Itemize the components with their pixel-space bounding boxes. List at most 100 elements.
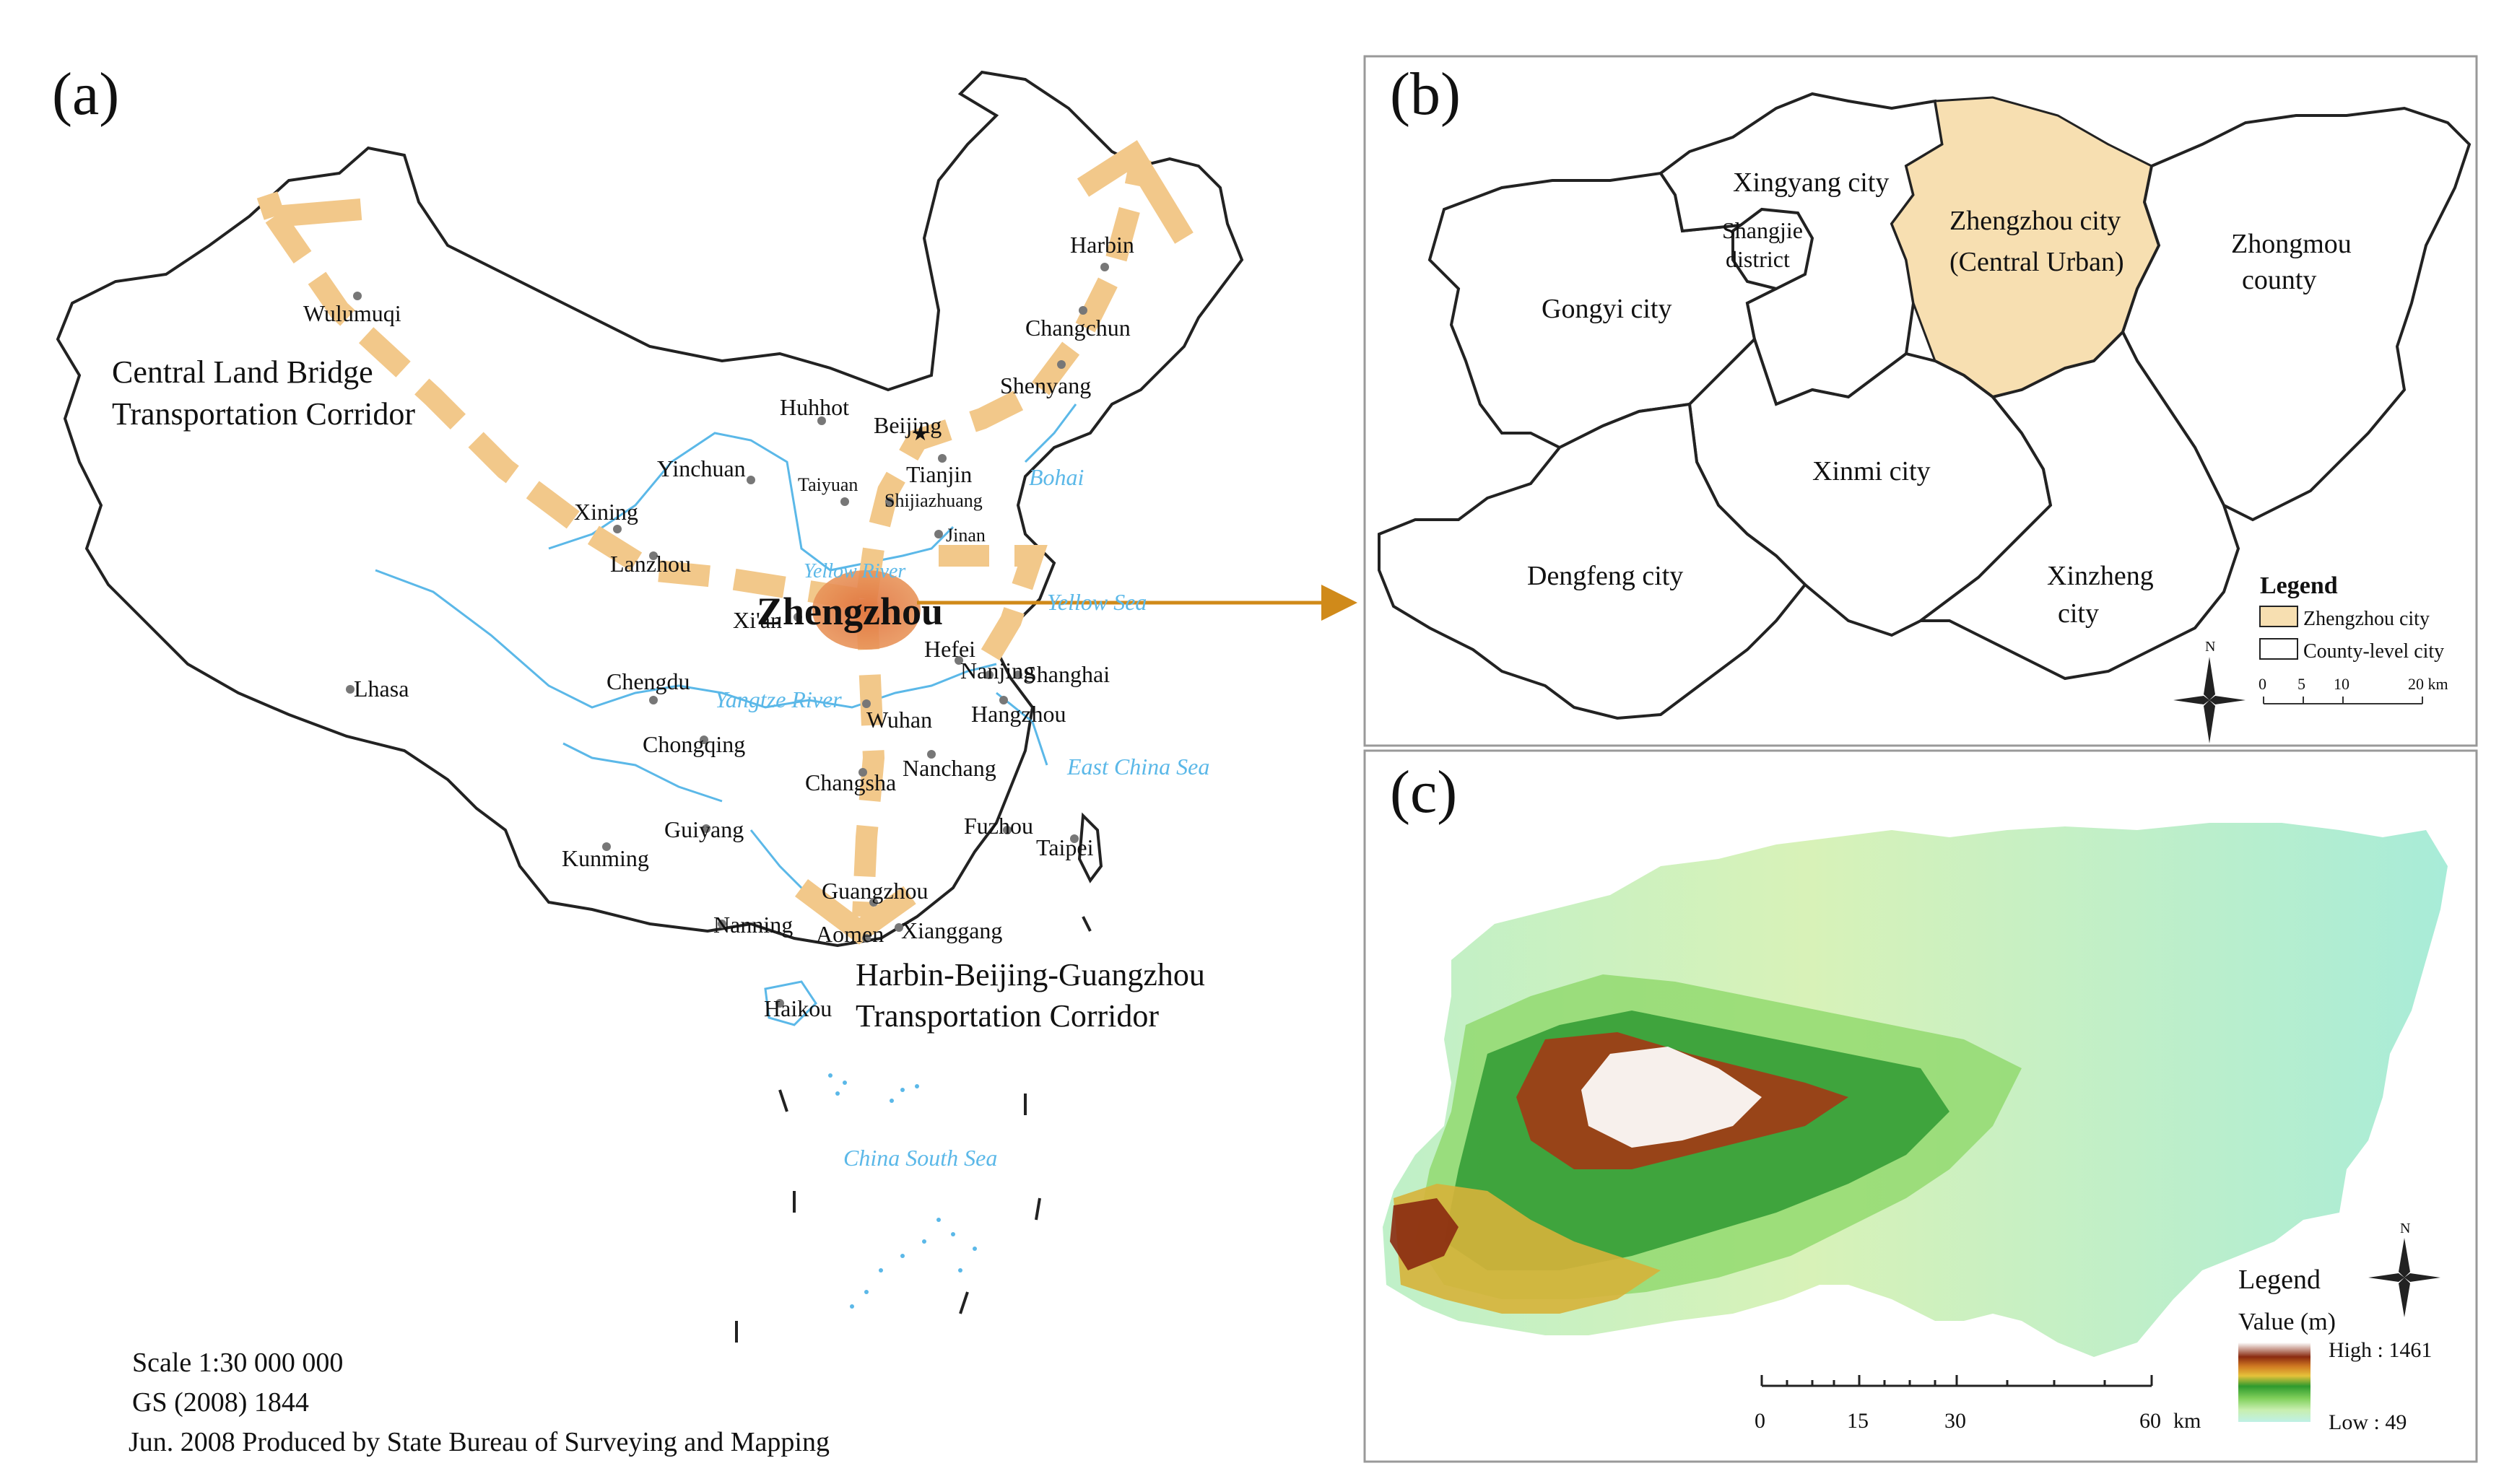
label-zhengzhou-2: (Central Urban)	[1949, 247, 2124, 277]
legend-b-item-zhengzhou: Zhengzhou city	[2303, 608, 2430, 630]
center-city-label: Zhengzhou	[757, 590, 943, 633]
panel-b-legend: Legend Zhengzhou city County-level city …	[2259, 572, 2448, 704]
legend-c-low: Low : 49	[2329, 1410, 2407, 1434]
city-label-jinan: Jinan	[946, 525, 986, 546]
central-land-bridge-corridor	[265, 210, 861, 610]
city-label-aomen: Aomen	[816, 921, 884, 947]
water-label-south-sea: China South Sea	[843, 1145, 997, 1171]
scale-b-5: 5	[2297, 675, 2305, 693]
hainan-outline	[764, 980, 817, 1026]
label-xinmi: Xinmi city	[1812, 456, 1931, 486]
city-label-tianjin: Tianjin	[906, 461, 972, 487]
city-label-wuhan: Wuhan	[866, 707, 932, 733]
corridor-ns-line1: Harbin-Beijing-Guangzhou	[856, 957, 1205, 992]
city-label-yinchuan: Yinchuan	[657, 455, 746, 481]
legend-b-item-county: County-level city	[2303, 640, 2444, 663]
legend-c-title: Legend	[2238, 1265, 2321, 1295]
south-sea-islands	[828, 1073, 977, 1309]
panel-a: (a)	[52, 61, 1357, 1457]
scale-c-30: 30	[1944, 1409, 1966, 1433]
scale-b-10: 10	[2334, 675, 2349, 693]
city-label-fuzhou: Fuzhou	[964, 813, 1033, 839]
city-label-changsha: Changsha	[805, 769, 896, 795]
water-label-yellow-sea: Yellow Sea	[1047, 589, 1147, 615]
label-xinzheng-1: Xinzheng	[2047, 561, 2154, 591]
city-label-taiyuan: Taiyuan	[798, 474, 858, 495]
water-label-bohai: Bohai	[1029, 464, 1084, 490]
legend-b-swatch-county	[2259, 638, 2298, 660]
yangtze-river	[375, 569, 997, 709]
region-dengfeng	[1378, 402, 1807, 720]
city-label-xining: Xining	[574, 499, 638, 525]
city-label-chengdu: Chengdu	[607, 668, 690, 694]
panel-c: (c) Legend Value (m) High : 1461 Low : 4…	[1363, 749, 2478, 1463]
panel-c-legend: Legend Value (m) High : 1461 Low : 49	[2238, 1265, 2432, 1434]
city-label-shanghai: Shanghai	[1024, 661, 1110, 687]
scale-c-km: km	[2173, 1409, 2201, 1433]
city-label-beijing: Beijing	[874, 412, 942, 438]
yellow-river	[548, 432, 955, 572]
south-sea-boundary	[735, 916, 1092, 1343]
central-land-bridge-arrowhead	[256, 191, 362, 227]
city-label-hefei: Hefei	[924, 636, 975, 662]
city-label-hangzhou: Hangzhou	[971, 701, 1066, 727]
corridor-ns-line2: Transportation Corridor	[856, 998, 1159, 1034]
north-arrow-b-icon: N	[2173, 639, 2246, 743]
city-label-xianggang: Xianggang	[901, 917, 1002, 943]
panel-b-frame	[1363, 55, 2478, 747]
city-label-shenyang: Shenyang	[1000, 372, 1091, 398]
panel-c-letter: (c)	[1390, 759, 1457, 826]
city-label-xian: Xi'an	[733, 607, 782, 633]
label-shangjie-2: district	[1726, 246, 1790, 272]
label-zhongmou-2: county	[2242, 265, 2316, 295]
footer-scale: Scale 1:30 000 000	[132, 1348, 343, 1378]
scale-bar-b	[2263, 697, 2423, 704]
corridor-west-line1: Central Land Bridge	[112, 354, 373, 390]
city-label-nanning: Nanning	[713, 912, 793, 938]
city-label-chongqing: Chongqing	[643, 731, 745, 757]
water-label-yangtze-river: Yangtze River	[715, 686, 842, 712]
legend-b-swatch-zhengzhou	[2259, 606, 2298, 627]
scale-bar-c	[1760, 1375, 2153, 1387]
region-shangjie	[1731, 207, 1814, 291]
taiwan-outline	[1077, 812, 1103, 883]
city-label-kunming: Kunming	[562, 845, 649, 871]
city-label-haikou: Haikou	[764, 995, 832, 1021]
label-dengfeng: Dengfeng city	[1527, 561, 1683, 591]
city-label-lhasa: Lhasa	[354, 676, 409, 702]
panel-a-letter: (a)	[52, 61, 119, 128]
legend-c-value-label: Value (m)	[2238, 1309, 2336, 1335]
city-label-harbin: Harbin	[1070, 232, 1134, 258]
city-label-huhhot: Huhhot	[780, 394, 849, 420]
label-xingyang: Xingyang city	[1733, 167, 1889, 198]
city-label-wulumuqi: Wulumuqi	[303, 300, 401, 326]
dem-south-ridge	[1390, 1198, 1459, 1270]
harbin-guangzhou-corridor	[852, 157, 1152, 917]
scale-c-15: 15	[1847, 1409, 1869, 1433]
city-label-guiyang: Guiyang	[664, 816, 744, 842]
scale-b-20: 20 km	[2408, 675, 2448, 693]
footer-producer: Jun. 2008 Produced by State Bureau of Su…	[129, 1427, 830, 1457]
water-label-east-china-sea: East China Sea	[1066, 754, 1209, 780]
city-label-changchun: Changchun	[1025, 315, 1131, 341]
label-zhongmou-1: Zhongmou	[2231, 229, 2352, 259]
north-label-b: N	[2205, 639, 2215, 655]
legend-c-high: High : 1461	[2329, 1338, 2432, 1362]
label-xinzheng-2: city	[2058, 598, 2099, 629]
city-dots	[346, 263, 1109, 1008]
panel-b: (b) Xingyang city Shangjie district Zhen…	[1363, 55, 2478, 747]
china-outline	[56, 70, 1244, 948]
corridor-west-line2: Transportation Corridor	[112, 396, 415, 432]
legend-b-title: Legend	[2260, 572, 2338, 599]
city-label-guangzhou: Guangzhou	[822, 878, 929, 904]
city-label-nanchang: Nanchang	[903, 755, 996, 781]
dem-peak-zone	[1581, 1047, 1762, 1148]
footer-gs: GS (2008) 1844	[132, 1387, 309, 1418]
panel-c-frame	[1363, 749, 2478, 1463]
city-label-shijiazhuang: Shijiazhuang	[884, 490, 983, 511]
label-shangjie-1: Shangjie	[1722, 217, 1803, 243]
city-label-taipei: Taipei	[1036, 834, 1094, 860]
legend-c-ramp	[2238, 1343, 2310, 1422]
label-zhengzhou-1: Zhengzhou city	[1949, 206, 2121, 236]
